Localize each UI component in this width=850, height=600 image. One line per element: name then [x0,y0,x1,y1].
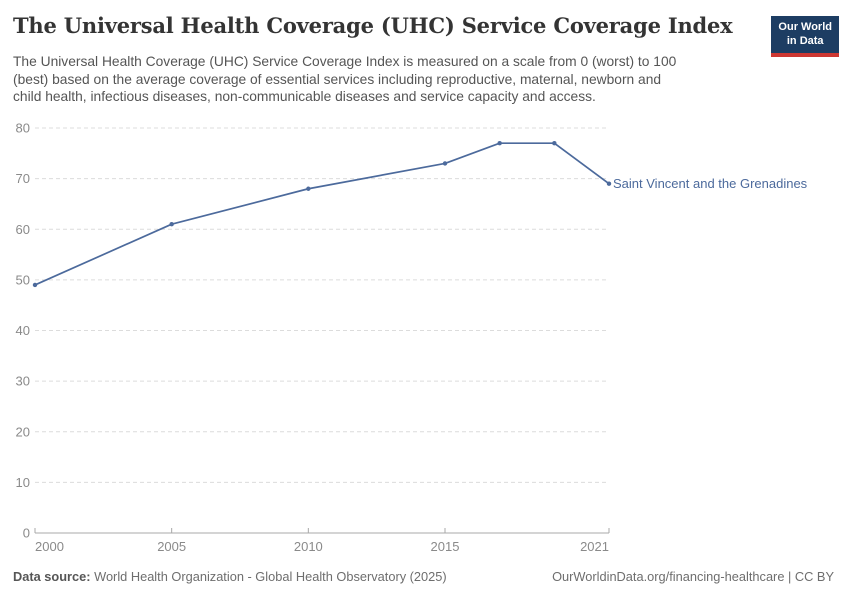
y-tick-label-20: 20 [16,424,30,439]
data-source-text: World Health Organization - Global Healt… [94,569,447,584]
owid-logo-line2: in Data [786,35,824,48]
y-tick-label-30: 30 [16,374,30,389]
y-tick-label-0: 0 [23,526,30,541]
chart-subtitle-line: The Universal Health Coverage (UHC) Serv… [13,54,677,69]
data-source-label: Data source: [13,569,91,584]
attribution-link[interactable]: OurWorldinData.org/financing-healthcare … [552,569,834,584]
series-line[interactable] [34,142,610,286]
y-tick-label-70: 70 [16,171,30,186]
page-title: The Universal Health Coverage (UHC) Serv… [13,13,733,38]
data-point-marker-2021[interactable] [606,181,612,186]
series-label-saint-vincent-and-the-grenadines[interactable]: Saint Vincent and the Grenadines [613,176,808,191]
chart-subtitle: The Universal Health Coverage (UHC) Serv… [13,53,676,106]
chart-subtitle-line: (best) based on the average coverage of … [13,71,662,87]
y-tick-label-50: 50 [16,272,30,287]
owid-logo-line1: Our World [778,21,832,33]
data-point-marker-2000[interactable] [32,282,38,288]
data-point-marker-2005[interactable] [169,221,174,227]
y-tick-label-80: 80 [16,121,30,136]
x-tick-label-2015: 2015 [431,539,460,554]
x-tick-label-2000: 2000 [35,539,64,554]
data-point-marker-2019[interactable] [552,140,557,146]
y-tick-label-10: 10 [16,475,30,490]
chart-subtitle-line: child health, infectious diseases, non-c… [13,89,596,105]
data-point-marker-2015[interactable] [442,161,448,166]
x-tick-label-2021: 2021 [580,539,609,554]
y-tick-label-60: 60 [16,222,30,237]
data-point-marker-2017[interactable] [497,140,502,146]
y-tick-label-40: 40 [16,323,30,338]
x-tick-label-2010: 2010 [294,539,323,554]
owid-logo[interactable]: Our World in Data [771,16,839,57]
data-point-marker-2010[interactable] [306,186,311,191]
x-tick-label-2005: 2005 [157,539,186,554]
data-source-note: Data source: World Health Organization -… [13,569,447,584]
